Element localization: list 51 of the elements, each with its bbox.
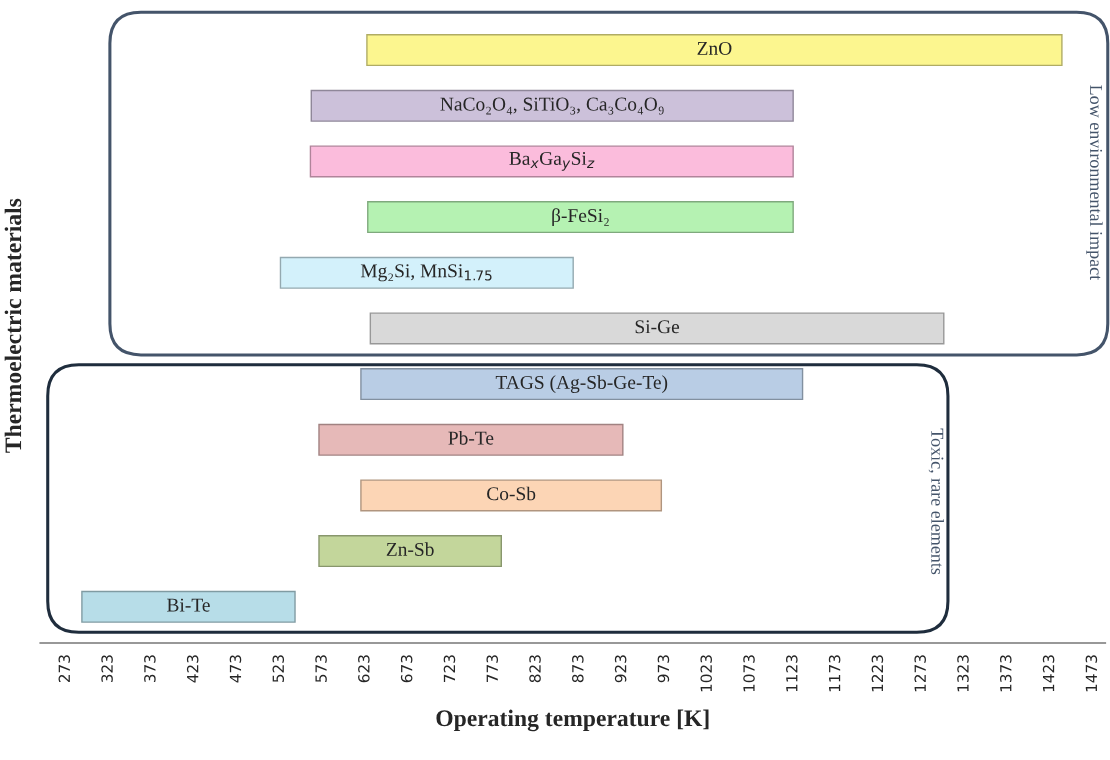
x-tick-label: 723 — [443, 655, 456, 682]
bar — [318, 423, 624, 456]
x-tick-label: 1073 — [743, 655, 755, 692]
x-tick-label: 323 — [101, 655, 113, 683]
x-tick-label: 1123 — [786, 655, 798, 692]
bar — [279, 256, 574, 289]
x-tick-label: 373 — [144, 655, 156, 683]
bar — [360, 368, 804, 401]
x-tick-label: 1473 — [1085, 655, 1098, 692]
x-tick-label: 473 — [229, 655, 242, 683]
x-tick-label: 673 — [400, 655, 413, 683]
x-tick-label: 273 — [58, 655, 71, 683]
x-axis-title: Operating temperature [K] — [436, 709, 709, 732]
bar — [318, 535, 502, 568]
x-tick-label: 1223 — [871, 655, 884, 692]
y-tick-label: ZnO — [697, 41, 732, 55]
y-tick-label: Zn-Sb — [386, 542, 434, 556]
y-tick-label: Si-Ge — [635, 320, 680, 334]
y-tick-label: NaCo₂O₄, SiTiO₃, Ca₃Co₄O₉ — [440, 97, 664, 115]
x-tick-label: 1423 — [1042, 655, 1055, 692]
x-tick-label: 623 — [358, 655, 370, 683]
x-tick-label: 923 — [614, 655, 627, 683]
x-tick-label: 523 — [272, 655, 285, 683]
x-tick-label: 823 — [529, 655, 541, 683]
y-tick-label: Bi-Te — [167, 598, 210, 612]
bar — [310, 89, 794, 122]
x-tick-label: 773 — [486, 655, 499, 682]
y-tick-label: Mg₂Si, MnSi$_{1.75}$ — [360, 264, 492, 282]
x-tick-label: 1273 — [914, 655, 926, 692]
x-tick-label: 1023 — [700, 655, 712, 692]
bar — [369, 312, 945, 345]
bar — [81, 590, 296, 623]
annotation: Toxic, rare elements — [928, 428, 944, 575]
y-tick-label: β-FeSi₂ — [552, 208, 609, 227]
x-tick-label: 1323 — [957, 655, 969, 692]
bar — [360, 479, 663, 512]
x-tick-label: 573 — [315, 655, 327, 683]
x-tick-label: 873 — [572, 655, 584, 683]
y-tick-label: Ba$_{x}$Ga$_{y}$Si$_{z}$ — [509, 151, 595, 171]
y-axis-title: Thermoelectric materials — [4, 198, 22, 453]
y-tick-label: Co-Sb — [487, 486, 536, 501]
annotation: Low environmental impact — [1086, 85, 1103, 281]
x-tick-label: 1373 — [1000, 655, 1012, 692]
y-tick-label: TAGS (Ag-Sb-Ge-Te) — [495, 375, 668, 393]
x-tick-label: 973 — [657, 655, 670, 683]
bar — [367, 201, 794, 234]
x-tick-label: 1173 — [828, 655, 841, 692]
bar — [309, 145, 794, 178]
bar — [366, 34, 1063, 67]
y-tick-label: Pb-Te — [448, 430, 494, 445]
x-tick-label: 423 — [186, 655, 199, 683]
